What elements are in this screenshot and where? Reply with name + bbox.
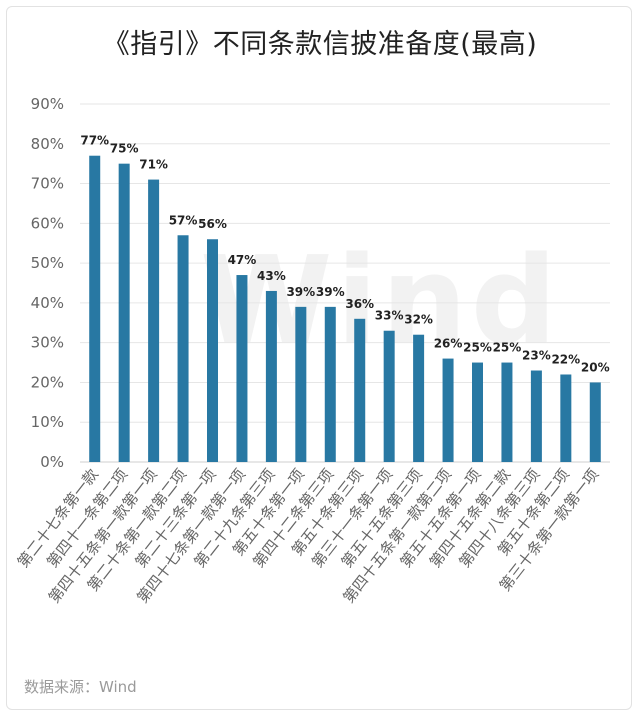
value-label: 77% <box>80 134 109 148</box>
value-label: 39% <box>286 285 315 299</box>
value-labels: 77%75%71%57% 56%47%43%39% 39%36%33% 32%26% 2… <box>80 134 609 375</box>
y-tick-label: 90% <box>31 95 64 113</box>
bar <box>560 374 572 462</box>
bar <box>236 275 248 462</box>
value-label: 57% <box>169 213 198 227</box>
bars <box>89 155 601 463</box>
bar <box>295 306 307 462</box>
bar <box>383 330 395 462</box>
value-label: 43% <box>257 269 286 283</box>
bar <box>442 358 454 462</box>
y-tick-label: 50% <box>31 254 64 272</box>
y-tick-label: 20% <box>31 373 64 391</box>
bar <box>89 155 101 462</box>
bar <box>589 382 601 462</box>
value-label: 39% <box>316 285 345 299</box>
y-axis-ticks: 0% 10% 20% 30% 40% 50% 60% 70% 80% 90% <box>31 95 64 471</box>
y-tick-label: 10% <box>31 413 64 431</box>
value-label: 25% <box>463 341 492 355</box>
y-tick-label: 30% <box>31 334 64 352</box>
bar <box>324 306 336 462</box>
value-label: 36% <box>345 297 374 311</box>
value-label: 23% <box>522 349 551 363</box>
bar <box>265 290 277 462</box>
gridlines <box>80 103 610 463</box>
y-tick-label: 80% <box>31 135 64 153</box>
value-label: 47% <box>228 253 257 267</box>
bar <box>177 235 189 462</box>
watermark: Wind <box>200 232 561 371</box>
value-label: 56% <box>198 217 227 231</box>
bar <box>472 362 483 462</box>
value-label: 33% <box>375 309 404 323</box>
value-label: 25% <box>493 341 522 355</box>
source-note: 数据来源：Wind <box>24 678 137 696</box>
chart-title: 《指引》不同条款信披准备度(最高) <box>102 29 538 60</box>
y-tick-label: 0% <box>40 453 64 471</box>
y-tick-label: 60% <box>31 214 64 232</box>
value-label: 20% <box>581 360 610 374</box>
bar <box>148 179 160 463</box>
bar <box>501 362 513 462</box>
bar <box>354 318 366 462</box>
value-label: 22% <box>551 352 580 366</box>
y-tick-label: 70% <box>31 175 64 193</box>
value-label: 75% <box>110 142 139 156</box>
value-label: 71% <box>139 158 168 172</box>
category-labels: 第二十七条第一款第四十一条第二项第四十五条第一款第一项第二十条第一款第二项第二十… <box>14 465 603 606</box>
chart-frame <box>6 6 632 710</box>
bar <box>118 163 130 462</box>
bar <box>413 334 425 462</box>
bar <box>530 370 542 462</box>
value-label: 26% <box>434 337 463 351</box>
bar <box>207 239 218 462</box>
y-tick-label: 40% <box>31 294 64 312</box>
value-label: 32% <box>404 313 433 327</box>
